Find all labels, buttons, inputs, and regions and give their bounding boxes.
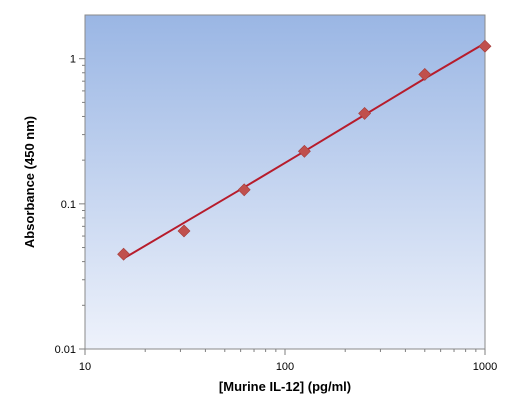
x-tick-label: 1000 xyxy=(473,361,497,373)
x-axis-title: [Murine IL-12] (pg/ml) xyxy=(219,379,351,394)
y-tick-label: 0.1 xyxy=(61,199,76,211)
y-tick-label: 0.01 xyxy=(55,344,76,356)
x-tick-label: 10 xyxy=(79,361,91,373)
plot-area xyxy=(85,15,485,349)
y-tick-label: 1 xyxy=(70,54,76,66)
x-tick-label: 100 xyxy=(276,361,294,373)
y-axis-title: Absorbance (450 nm) xyxy=(22,116,37,248)
